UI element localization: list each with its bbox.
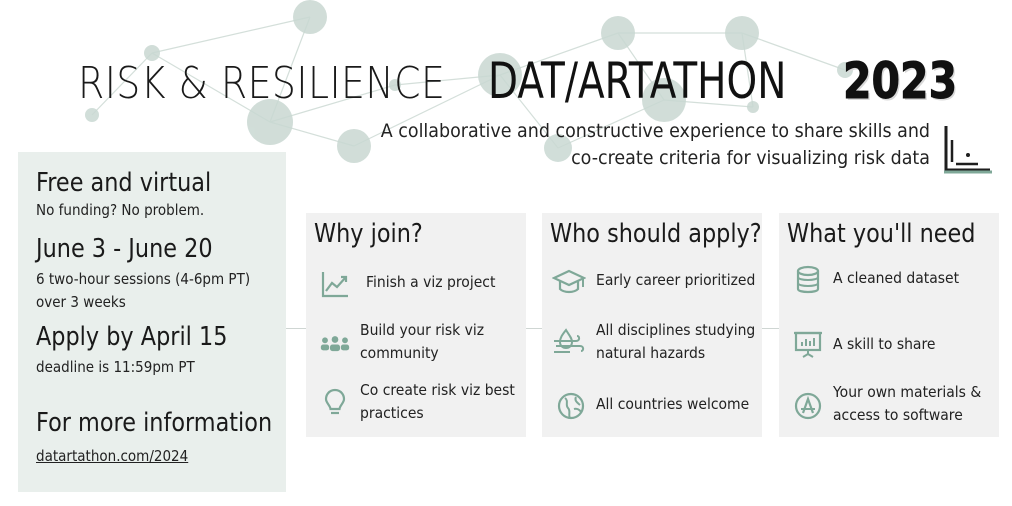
title-datartathon: DAT/ARTATHON bbox=[488, 52, 787, 110]
software-app-icon bbox=[794, 392, 822, 420]
more-info-link[interactable]: datartathon.com/2024 bbox=[36, 447, 189, 465]
card-why-join: Why join? Finish a viz project Build you… bbox=[306, 213, 526, 437]
hazard-wind-icon bbox=[554, 328, 585, 353]
item-line-2: community bbox=[360, 344, 439, 362]
presentation-board-icon bbox=[794, 331, 822, 358]
chart-axes-logo-icon bbox=[944, 126, 992, 174]
globe-icon bbox=[557, 392, 585, 420]
card-title: What you'll need bbox=[787, 219, 976, 249]
dates-heading: June 3 - June 20 bbox=[36, 234, 213, 264]
apply-note: deadline is 11:59pm PT bbox=[36, 358, 195, 376]
item-text: A skill to share bbox=[833, 335, 936, 353]
item-text: Build your risk viz community bbox=[360, 319, 484, 365]
card-what-you-need: What you'll need A cleaned dataset A ski… bbox=[779, 213, 999, 437]
item-line-1: All disciplines studying bbox=[596, 321, 756, 339]
connector-line bbox=[762, 328, 779, 329]
item-text: All disciplines studying natural hazards bbox=[596, 319, 755, 365]
more-info-heading: For more information bbox=[36, 408, 273, 438]
title-year: 2023 bbox=[843, 52, 958, 111]
item-line-2: access to software bbox=[833, 406, 963, 424]
subtitle: A collaborative and constructive experie… bbox=[330, 118, 930, 172]
item-text: Co create risk viz best practices bbox=[360, 379, 515, 425]
cost-heading: Free and virtual bbox=[36, 168, 212, 198]
lightbulb-icon bbox=[324, 388, 346, 415]
item-text: A cleaned dataset bbox=[833, 269, 960, 287]
info-panel: Free and virtual No funding? No problem.… bbox=[18, 152, 286, 492]
people-group-icon bbox=[320, 336, 350, 352]
card-title: Who should apply? bbox=[550, 219, 762, 249]
apply-heading: Apply by April 15 bbox=[36, 322, 228, 352]
page-title: RISK & RESILIENCE DAT/ARTATHON 2023 bbox=[78, 52, 982, 111]
connector-line bbox=[286, 328, 306, 329]
subtitle-line-2: co-create criteria for visualizing risk … bbox=[571, 147, 930, 169]
dates-note-line-1: 6 two-hour sessions (4-6pm PT) bbox=[36, 270, 251, 288]
item-text: All countries welcome bbox=[596, 395, 750, 413]
subtitle-line-1: A collaborative and constructive experie… bbox=[380, 120, 930, 142]
item-text: Your own materials & access to software bbox=[833, 381, 981, 427]
chart-line-icon bbox=[321, 272, 348, 298]
dates-note-line-2: over 3 weeks bbox=[36, 293, 126, 311]
item-line-1: Build your risk viz bbox=[360, 321, 485, 339]
graduation-cap-icon bbox=[552, 269, 586, 294]
item-line-1: Co create risk viz best bbox=[360, 381, 515, 399]
item-line-2: natural hazards bbox=[596, 344, 706, 362]
card-who-should-apply: Who should apply? Early career prioritiz… bbox=[542, 213, 762, 437]
title-risk-resilience: RISK & RESILIENCE bbox=[78, 58, 446, 109]
item-text: Early career prioritized bbox=[596, 271, 756, 289]
connector-line bbox=[526, 328, 542, 329]
item-line-1: Your own materials & bbox=[833, 383, 982, 401]
cost-note: No funding? No problem. bbox=[36, 201, 205, 219]
card-title: Why join? bbox=[314, 219, 423, 249]
item-line-2: practices bbox=[360, 404, 424, 422]
item-text: Finish a viz project bbox=[366, 273, 496, 291]
database-icon bbox=[796, 265, 820, 294]
